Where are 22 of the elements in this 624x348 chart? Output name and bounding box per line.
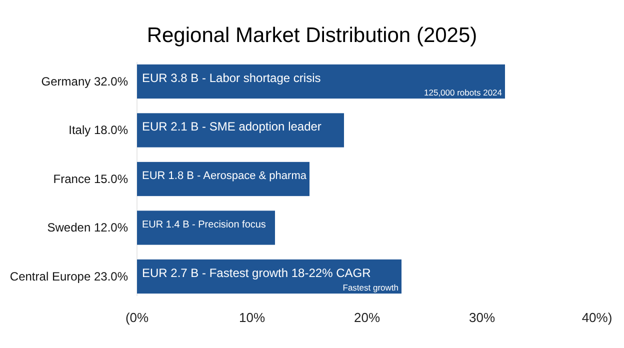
bar [137,64,505,99]
x-tick-label: 10% [238,310,266,326]
x-tick-label: (0% [125,310,149,326]
annotation: Fastest growth [342,282,399,293]
y-tick-label: Sweden 12.0% [47,220,128,235]
y-tick-label: Germany 32.0% [41,74,128,88]
annotation: EUR 3.8 B - Labor shortage crisis [142,70,321,85]
bar [137,210,275,245]
y-tick-label: France 15.0% [53,172,128,186]
annotation: EUR 1.8 B - Aerospace & pharma [142,170,308,182]
annotation: 125,000 robots 2024 [424,88,502,98]
chart-title: Regional Market Distribution (2025) [146,24,478,47]
bar [137,162,310,196]
y-tick-label: Italy 18.0% [68,123,128,138]
bar [137,113,344,148]
x-tick-label: 20% [354,310,380,326]
x-tick-label: 40%) [582,310,612,326]
x-tick-label: 30% [468,310,496,326]
annotation: EUR 2.7 B - Fastest growth 18-22% CAGR [142,266,372,280]
annotation: EUR 1.4 B - Precision focus [142,220,266,231]
y-tick-label: Central Europe 23.0% [10,269,128,284]
annotation: EUR 2.1 B - SME adoption leader [142,120,322,134]
